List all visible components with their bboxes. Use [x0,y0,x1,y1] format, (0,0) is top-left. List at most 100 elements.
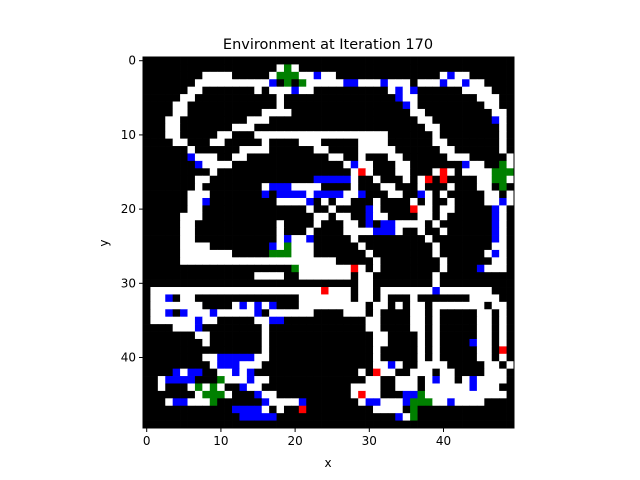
open-cell [491,190,500,199]
wall-cell [276,175,285,184]
wall-cell [447,405,455,414]
open-cell [276,86,285,95]
open-cell [417,353,426,362]
wall-cell [402,338,411,347]
open-cell [180,324,188,332]
wall-cell [224,301,233,310]
y-tick-label: 30 [121,276,136,290]
open-cell [476,324,485,332]
axes-frame [142,56,515,429]
open-cell [484,309,493,318]
open-cell [261,353,270,362]
wall-cell [246,205,255,214]
wall-cell [454,227,463,236]
open-cell [254,353,263,362]
wall-cell [209,405,218,414]
wall-cell [187,101,196,110]
wall-cell [447,212,455,221]
wall-cell [269,361,277,369]
wall-cell [180,64,188,73]
open-cell [313,79,322,88]
wall-cell [143,146,151,154]
wall-cell [447,420,455,429]
wall-cell [232,398,240,407]
wall-cell [417,235,426,243]
wall-cell [291,338,300,347]
wall-cell [499,413,507,421]
wall-cell [187,361,196,369]
wall-cell [202,294,211,303]
open-cell [298,287,307,295]
open-cell [499,123,507,132]
open-cell [224,376,233,384]
wall-cell [150,346,159,355]
wall-cell [224,205,233,214]
open-cell [194,183,203,191]
wall-cell [402,57,411,65]
open-cell [291,197,300,206]
open-cell [313,138,322,147]
wall-cell [157,420,166,429]
wall-cell [261,309,270,318]
wall-cell [157,131,166,139]
wall-cell [217,420,225,429]
open-cell [358,309,366,318]
wall-cell [150,197,159,206]
wall-cell [143,242,151,251]
green-marker-cell [410,413,418,421]
open-cell [365,168,374,177]
wall-cell [246,108,255,117]
wall-cell [491,138,500,147]
wall-cell [395,138,404,147]
wall-cell [217,205,225,214]
wall-cell [447,94,455,102]
open-cell [387,86,396,95]
wall-cell [402,138,411,147]
wall-cell [335,183,344,191]
open-cell [306,257,315,266]
open-cell [261,316,270,325]
open-cell [306,294,315,303]
wall-cell [454,257,463,266]
wall-cell [358,316,366,325]
wall-cell [261,197,270,206]
wall-cell [506,235,515,243]
blue-agent-cell [469,376,478,384]
wall-cell [410,79,418,88]
wall-cell [387,257,396,266]
wall-cell [246,138,255,147]
blue-agent-cell [239,301,248,310]
wall-cell [387,138,396,147]
blue-agent-cell [269,316,277,325]
wall-cell [335,309,344,318]
wall-cell [157,116,166,125]
wall-cell [261,205,270,214]
wall-cell [447,116,455,125]
wall-cell [306,146,315,154]
wall-cell [202,101,211,110]
wall-cell [202,123,211,132]
wall-cell [432,160,441,169]
wall-cell [172,249,181,258]
open-cell [447,376,455,384]
green-marker-cell [417,398,426,407]
wall-cell [506,264,515,273]
wall-cell [232,175,240,184]
wall-cell [432,116,441,125]
wall-cell [365,108,374,117]
wall-cell [462,413,470,421]
wall-cell [232,64,240,73]
open-cell [432,249,441,258]
open-cell [424,116,433,125]
open-cell [350,190,359,199]
blue-agent-cell [402,101,411,110]
open-cell [476,309,485,318]
wall-cell [350,279,359,288]
wall-cell [172,338,181,347]
wall-cell [321,309,329,318]
wall-cell [246,249,255,258]
wall-cell [202,220,211,229]
wall-cell [232,420,240,429]
wall-cell [306,94,315,102]
open-cell [432,123,441,132]
